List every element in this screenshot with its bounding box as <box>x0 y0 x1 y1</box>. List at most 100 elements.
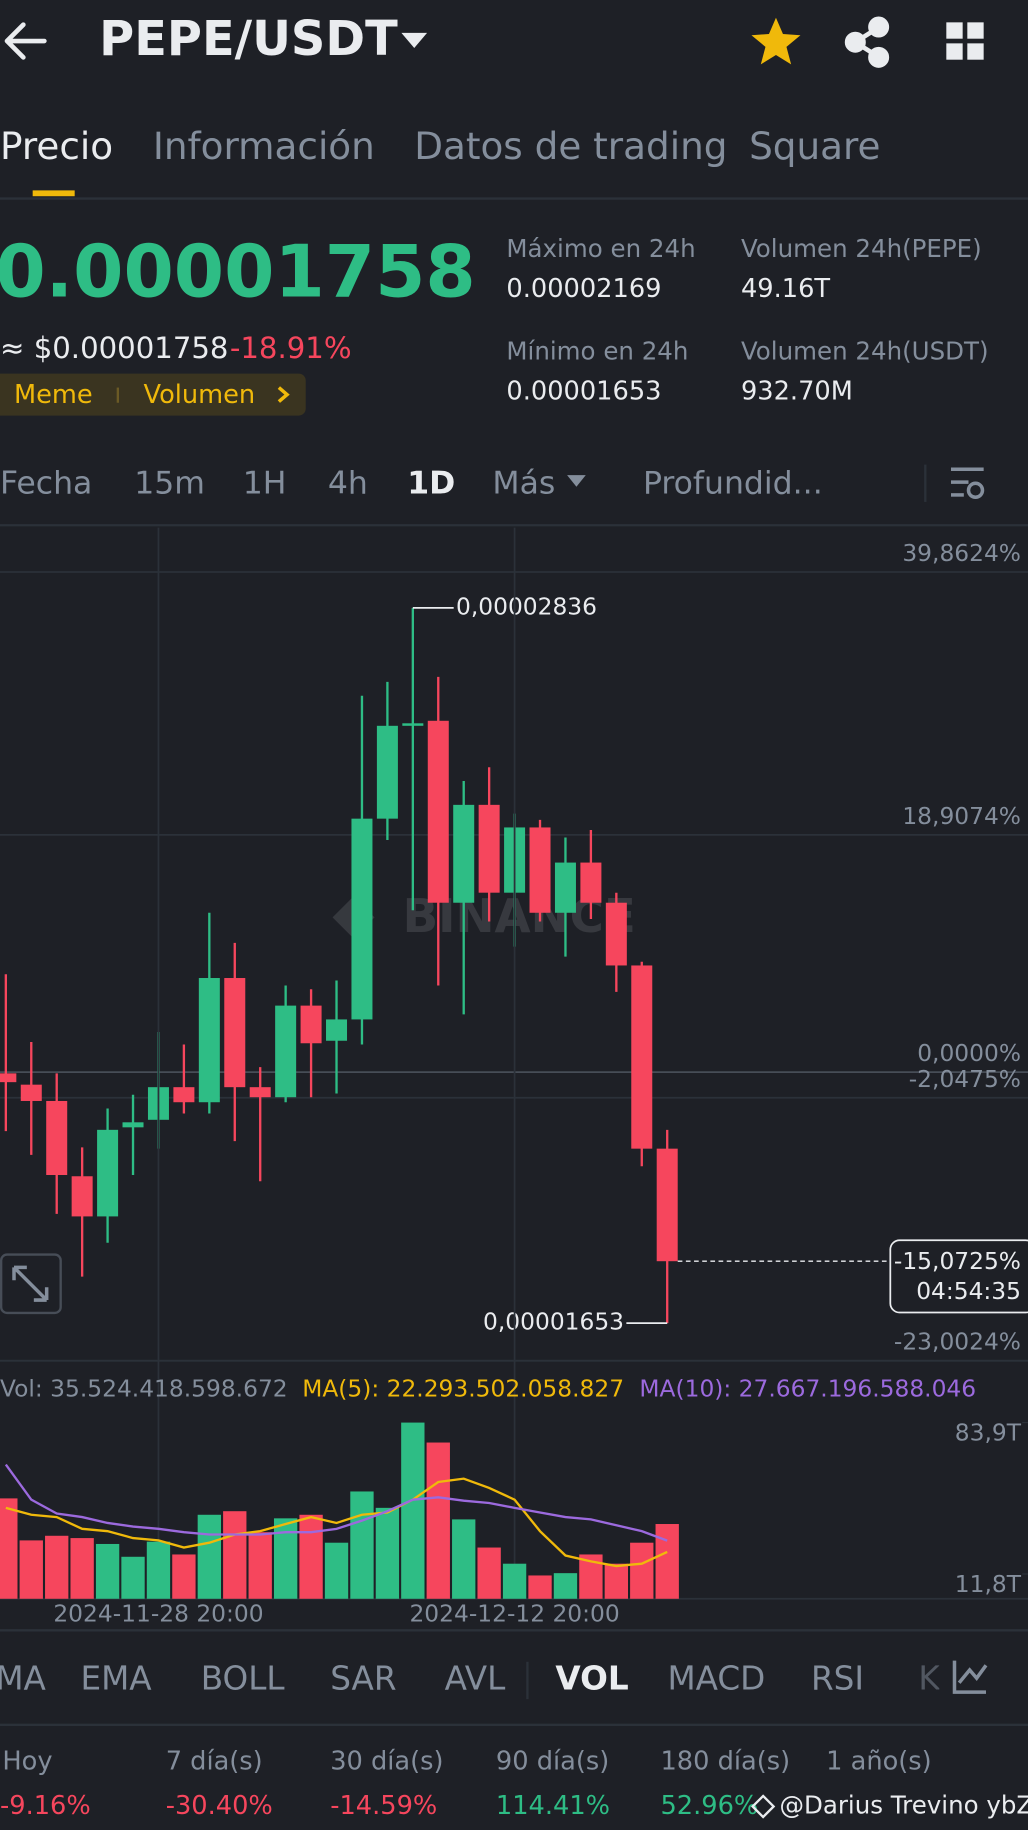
last-price-label: -15,0725% <box>894 1247 1021 1275</box>
credit-icon <box>750 1794 776 1819</box>
tab[interactable]: Datos de trading <box>414 124 727 168</box>
ma-line <box>4 1463 668 1542</box>
stat-label: Máximo en 24h <box>506 234 695 263</box>
perf-label: 30 día(s) <box>330 1747 443 1777</box>
tab[interactable]: Square <box>749 124 880 168</box>
interval[interactable]: Profundid... <box>643 465 823 501</box>
grid-button[interactable] <box>946 22 984 60</box>
y-tick-label: 83,9T <box>955 1419 1022 1447</box>
candle-body <box>300 1005 322 1044</box>
interval[interactable]: 15m <box>134 465 205 501</box>
volume-bar <box>452 1519 476 1599</box>
ma-line <box>5 1477 668 1568</box>
expand-button[interactable] <box>0 1253 62 1315</box>
chart-settings[interactable] <box>950 467 985 500</box>
stat-label: Volumen 24h(USDT) <box>741 337 989 366</box>
perf-label: 90 día(s) <box>496 1747 609 1777</box>
indicator[interactable]: RSI <box>811 1659 864 1697</box>
y-tick-label: 18,9074% <box>902 802 1021 830</box>
volume-bar <box>19 1540 43 1599</box>
pair-title[interactable]: PEPE/USDT <box>99 12 398 67</box>
interval[interactable]: 4h <box>328 465 368 501</box>
x-tick-label: 2024-12-12 20:00 <box>409 1600 619 1628</box>
candle-body <box>46 1100 68 1176</box>
y-tick-label: 39,8624% <box>902 539 1021 567</box>
tag[interactable]: Meme <box>14 380 93 410</box>
ma-legend: MA(5): 22.293.502.058.827 <box>302 1374 624 1402</box>
volume-bar <box>299 1514 323 1599</box>
candle-body <box>554 862 576 913</box>
indicator[interactable]: K <box>918 1659 941 1697</box>
volume-bar <box>579 1554 603 1599</box>
indicator[interactable]: MACD <box>667 1659 765 1697</box>
candle-body <box>402 723 424 726</box>
volume-bar <box>248 1532 272 1599</box>
volume-bar <box>375 1507 400 1599</box>
volume-legend: Vol: 35.524.418.598.672 <box>0 1374 288 1402</box>
usd-price: ≈ $0.00001758 <box>0 331 228 365</box>
volume-bar <box>121 1556 145 1599</box>
tag[interactable]: Volumen <box>144 380 256 410</box>
stat-value: 932.70M <box>741 377 853 407</box>
charts: 39,8624% 18,9074% 0,0000%-2,0475% -23,0024%… <box>0 527 1028 1628</box>
pair-dropdown[interactable] <box>401 32 428 49</box>
volume-bar <box>630 1542 654 1599</box>
volume-bar <box>350 1491 374 1599</box>
candle-body <box>580 862 602 903</box>
y-tick-label: 11,8T <box>955 1570 1022 1598</box>
tab[interactable]: Información <box>153 124 375 168</box>
volume-bar <box>426 1442 450 1599</box>
volume-bar <box>604 1563 629 1599</box>
candle-body <box>351 818 373 1020</box>
x-tick-label: 2024-11-28 20:00 <box>53 1600 263 1628</box>
ma-legend: MA(10): 27.667.196.588.046 <box>639 1374 976 1402</box>
candle-body <box>275 1005 297 1098</box>
indicator[interactable]: SAR <box>330 1659 396 1697</box>
max-label: 0,00002836 <box>456 592 597 620</box>
interval[interactable]: 1H <box>243 465 287 501</box>
indicator-settings[interactable] <box>952 1660 988 1694</box>
back-button[interactable] <box>4 22 47 60</box>
volume-bar <box>197 1514 222 1599</box>
indicator[interactable]: BOLL <box>201 1659 286 1697</box>
candle-body <box>0 1073 17 1083</box>
candle-body <box>478 804 500 893</box>
price-change: -18.91% <box>230 331 352 365</box>
stat-value: 49.16T <box>741 274 830 304</box>
volume-bar <box>45 1535 69 1599</box>
candle-body <box>453 804 475 903</box>
interval[interactable]: Fecha <box>0 465 92 501</box>
candle-body <box>376 725 398 819</box>
tag-chevron <box>277 386 290 403</box>
interval[interactable]: Más <box>492 465 555 501</box>
volume-bar <box>273 1518 298 1599</box>
stat-label: Volumen 24h(PEPE) <box>741 234 982 263</box>
tag-box <box>0 373 306 416</box>
candle-body <box>631 965 653 1149</box>
more-caret <box>567 475 586 487</box>
perf-value: 114.41% <box>496 1791 610 1821</box>
stat-value: 0.00002169 <box>506 274 661 304</box>
indicator[interactable]: MA <box>0 1659 47 1697</box>
perf-label: 180 día(s) <box>660 1747 790 1777</box>
candle-body <box>71 1176 93 1217</box>
stat-label: Mínimo en 24h <box>506 337 688 366</box>
favorite-star[interactable] <box>751 17 801 65</box>
perf-label: 7 día(s) <box>166 1747 263 1777</box>
volume-bar <box>477 1547 501 1599</box>
volume-bar <box>324 1542 349 1599</box>
share-button[interactable] <box>844 16 890 68</box>
indicator[interactable]: VOL <box>555 1659 628 1697</box>
volume-bar <box>502 1563 527 1599</box>
volume-bar <box>528 1575 552 1599</box>
y-tick-label: -23,0024% <box>894 1328 1021 1356</box>
indicator[interactable]: AVL <box>445 1659 507 1697</box>
tab[interactable]: Precio <box>0 124 113 168</box>
indicator[interactable]: EMA <box>81 1659 153 1697</box>
perf-value: 52.96% <box>660 1791 758 1821</box>
interval[interactable]: 1D <box>407 465 455 501</box>
min-label: 0,00001653 <box>483 1308 624 1336</box>
credit: @Darius Trevino ybZp <box>779 1790 1028 1819</box>
candle-body <box>20 1084 42 1101</box>
